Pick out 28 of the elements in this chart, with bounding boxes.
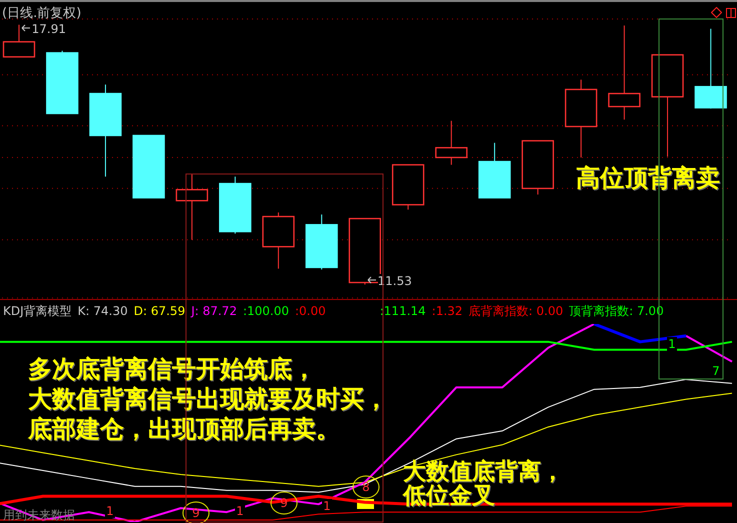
text: K: 74.30 — [78, 304, 128, 318]
text: :111.14 — [380, 304, 426, 318]
annotation: 1 — [322, 499, 332, 513]
text: :100.00 — [242, 304, 289, 318]
annotation: 底部建仓，出现顶部后再卖。 — [28, 415, 340, 443]
text: J: 87.72 — [191, 304, 237, 318]
text: 顶背离指数: 7.00 — [569, 304, 664, 318]
annotation: 7 — [711, 364, 721, 378]
annotation: 1 — [105, 504, 115, 518]
chart-title: KDJ背离模型 — [3, 304, 72, 318]
candlestick — [564, 79, 598, 158]
text: D: 67.59 — [134, 304, 186, 318]
chart-title: (日线.前复权) — [2, 5, 82, 22]
annotation: 高位顶背离卖 — [576, 163, 720, 194]
annotation: 大数值底背离， — [403, 459, 564, 485]
annotation: 1 — [667, 337, 677, 351]
annotation: 8 — [361, 480, 371, 494]
annotation: 9 — [191, 506, 201, 520]
annotation: 17.91 — [32, 22, 66, 36]
candlestick — [608, 25, 640, 120]
candlestick — [435, 120, 468, 166]
annotation: 1 — [235, 504, 245, 518]
candlestick — [89, 84, 122, 178]
text: 底背离指数: 0.00 — [468, 304, 564, 318]
candlestick — [176, 173, 208, 240]
text: :0.00 — [294, 304, 326, 318]
text: :1.32 — [432, 304, 463, 318]
annotation: 低位金叉 — [403, 483, 495, 509]
